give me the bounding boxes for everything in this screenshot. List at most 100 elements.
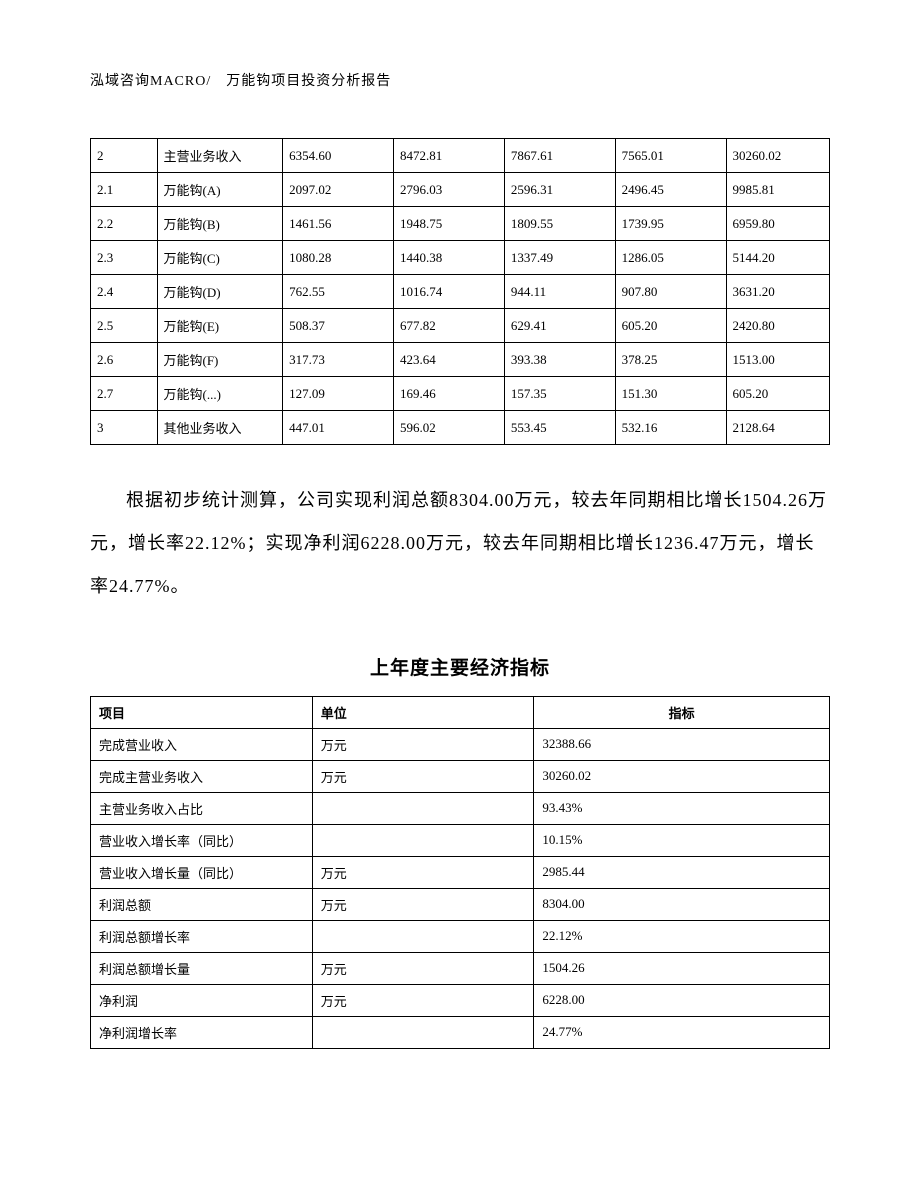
table-row: 净利润增长率 24.77%	[91, 1016, 830, 1048]
table-cell: 万能钩(D)	[157, 275, 283, 309]
table-cell: 1739.95	[615, 207, 726, 241]
table-cell: 24.77%	[534, 1016, 830, 1048]
table-cell	[312, 824, 534, 856]
table-cell: 万能钩(F)	[157, 343, 283, 377]
table-cell: 2.4	[91, 275, 158, 309]
table-cell: 5144.20	[726, 241, 830, 275]
table-cell: 677.82	[393, 309, 504, 343]
table-cell: 6959.80	[726, 207, 830, 241]
table-row: 营业收入增长率（同比） 10.15%	[91, 824, 830, 856]
table-cell: 423.64	[393, 343, 504, 377]
table-cell	[312, 920, 534, 952]
table-cell: 万元	[312, 984, 534, 1016]
table-cell: 32388.66	[534, 728, 830, 760]
table-cell: 1948.75	[393, 207, 504, 241]
table-cell: 596.02	[393, 411, 504, 445]
table-cell: 2796.03	[393, 173, 504, 207]
table-row: 2.2万能钩(B)1461.561948.751809.551739.95695…	[91, 207, 830, 241]
table-cell: 6228.00	[534, 984, 830, 1016]
table-cell: 7867.61	[504, 139, 615, 173]
table-row: 2.6万能钩(F)317.73423.64393.38378.251513.00	[91, 343, 830, 377]
table-cell: 万元	[312, 856, 534, 888]
page: 泓域咨询MACRO/ 万能钩项目投资分析报告 2主营业务收入6354.60847…	[0, 0, 920, 1109]
table-cell: 营业收入增长量（同比）	[91, 856, 313, 888]
table-cell: 8472.81	[393, 139, 504, 173]
table-cell: 1504.26	[534, 952, 830, 984]
table-cell: 2.3	[91, 241, 158, 275]
table-cell: 8304.00	[534, 888, 830, 920]
page-header: 泓域咨询MACRO/ 万能钩项目投资分析报告	[90, 70, 830, 90]
table-cell: 2985.44	[534, 856, 830, 888]
table-cell: 2128.64	[726, 411, 830, 445]
table-cell: 1809.55	[504, 207, 615, 241]
table-cell: 127.09	[283, 377, 394, 411]
table-row: 利润总额万元8304.00	[91, 888, 830, 920]
table-cell: 万元	[312, 728, 534, 760]
table-row: 利润总额增长率 22.12%	[91, 920, 830, 952]
table-cell: 1461.56	[283, 207, 394, 241]
table-cell: 447.01	[283, 411, 394, 445]
table-cell: 1016.74	[393, 275, 504, 309]
table-cell: 378.25	[615, 343, 726, 377]
table-cell: 万能钩(A)	[157, 173, 283, 207]
table-cell: 2	[91, 139, 158, 173]
table-cell: 主营业务收入	[157, 139, 283, 173]
table-cell: 6354.60	[283, 139, 394, 173]
table-cell: 1440.38	[393, 241, 504, 275]
table-row: 主营业务收入占比 93.43%	[91, 792, 830, 824]
table-cell: 营业收入增长率（同比）	[91, 824, 313, 856]
table-cell: 2420.80	[726, 309, 830, 343]
table-cell: 净利润	[91, 984, 313, 1016]
table-row: 2.4万能钩(D)762.551016.74944.11907.803631.2…	[91, 275, 830, 309]
table-cell	[312, 792, 534, 824]
col-header-item: 项目	[91, 696, 313, 728]
table-cell: 3	[91, 411, 158, 445]
subtitle: 上年度主要经济指标	[90, 653, 830, 680]
table-cell: 169.46	[393, 377, 504, 411]
table-row: 营业收入增长量（同比）万元2985.44	[91, 856, 830, 888]
table-cell: 万元	[312, 760, 534, 792]
table-row: 2.7万能钩(...)127.09169.46157.35151.30605.2…	[91, 377, 830, 411]
table-cell: 2.1	[91, 173, 158, 207]
indicators-table: 项目 单位 指标 完成营业收入万元32388.66完成主营业务收入万元30260…	[90, 696, 830, 1049]
table-cell: 762.55	[283, 275, 394, 309]
table-cell: 2.5	[91, 309, 158, 343]
table-cell: 157.35	[504, 377, 615, 411]
table-row: 2.3万能钩(C)1080.281440.381337.491286.05514…	[91, 241, 830, 275]
table-cell: 万能钩(...)	[157, 377, 283, 411]
table-row: 净利润万元6228.00	[91, 984, 830, 1016]
table-cell: 10.15%	[534, 824, 830, 856]
table-cell: 532.16	[615, 411, 726, 445]
revenue-table: 2主营业务收入6354.608472.817867.617565.0130260…	[90, 138, 830, 445]
table-row: 利润总额增长量万元1504.26	[91, 952, 830, 984]
table-cell: 93.43%	[534, 792, 830, 824]
table-row: 完成营业收入万元32388.66	[91, 728, 830, 760]
table-cell: 利润总额增长量	[91, 952, 313, 984]
table-cell: 2.2	[91, 207, 158, 241]
table-cell: 2596.31	[504, 173, 615, 207]
table-cell: 净利润增长率	[91, 1016, 313, 1048]
table-cell: 利润总额	[91, 888, 313, 920]
table-cell: 30260.02	[534, 760, 830, 792]
table-cell: 主营业务收入占比	[91, 792, 313, 824]
table-header-row: 项目 单位 指标	[91, 696, 830, 728]
table-cell: 629.41	[504, 309, 615, 343]
table-cell: 393.38	[504, 343, 615, 377]
table-cell: 1513.00	[726, 343, 830, 377]
table-cell: 万元	[312, 888, 534, 920]
table-cell: 22.12%	[534, 920, 830, 952]
table-cell: 万能钩(E)	[157, 309, 283, 343]
table-cell: 利润总额增长率	[91, 920, 313, 952]
table-cell: 605.20	[726, 377, 830, 411]
table-row: 3其他业务收入447.01596.02553.45532.162128.64	[91, 411, 830, 445]
table-row: 2主营业务收入6354.608472.817867.617565.0130260…	[91, 139, 830, 173]
table-cell: 2496.45	[615, 173, 726, 207]
table-cell: 605.20	[615, 309, 726, 343]
table-cell: 万能钩(B)	[157, 207, 283, 241]
table-cell: 1286.05	[615, 241, 726, 275]
table-row: 2.5万能钩(E)508.37677.82629.41605.202420.80	[91, 309, 830, 343]
summary-paragraph: 根据初步统计测算，公司实现利润总额8304.00万元，较去年同期相比增长1504…	[90, 479, 830, 609]
table-cell: 7565.01	[615, 139, 726, 173]
table-cell: 553.45	[504, 411, 615, 445]
table-cell: 151.30	[615, 377, 726, 411]
